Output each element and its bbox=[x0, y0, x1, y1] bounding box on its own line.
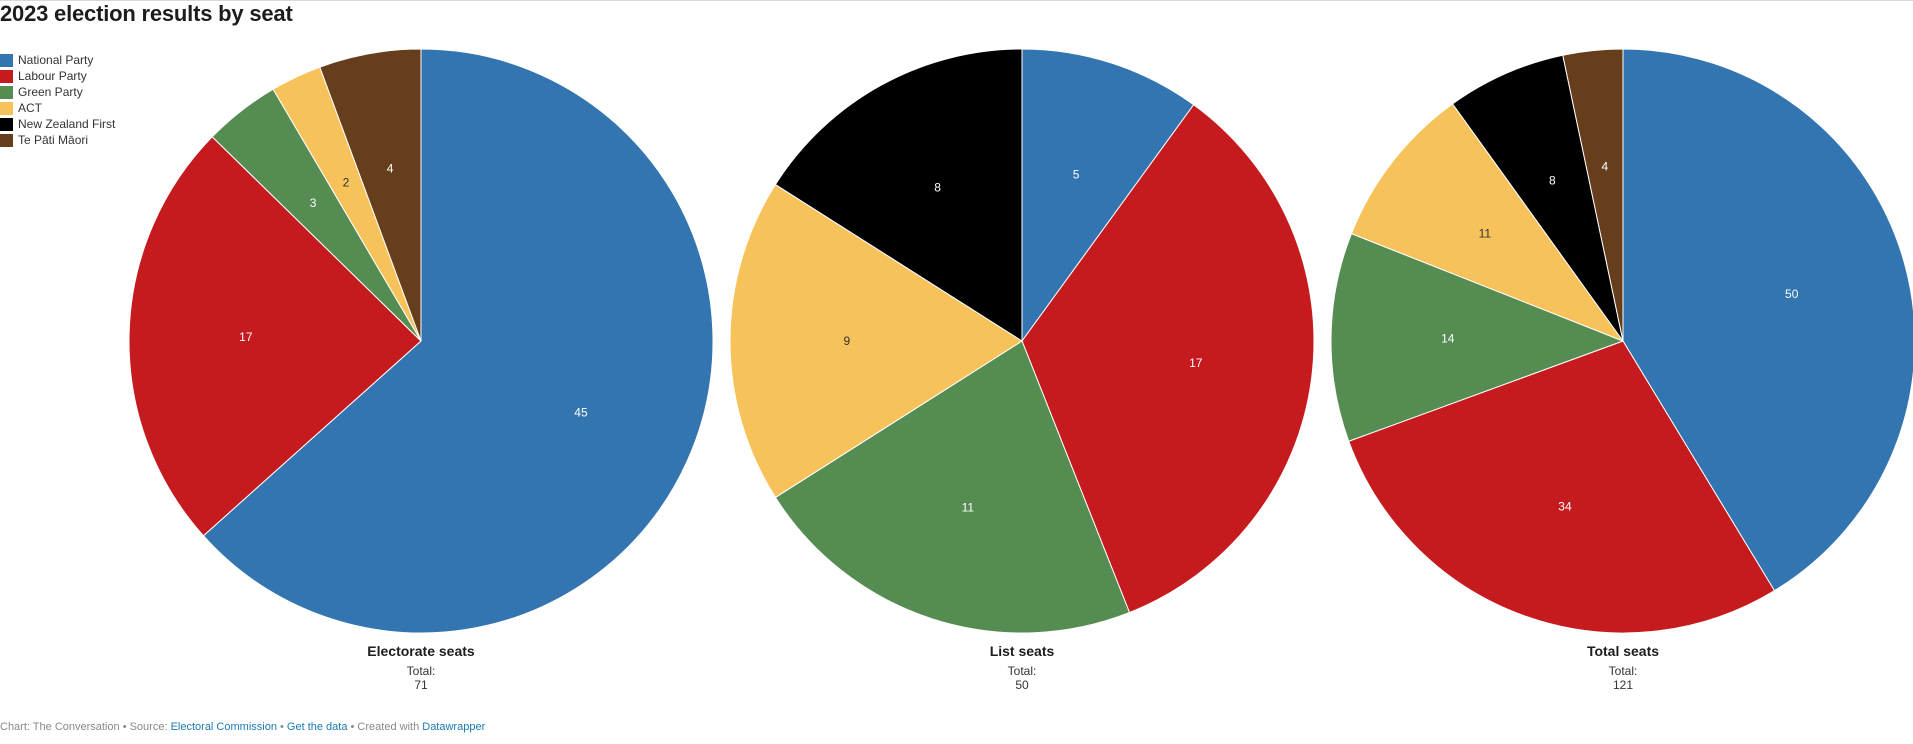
slice-total-seats-act[interactable] bbox=[1350, 103, 1625, 343]
slice-label-total-seats-act: 11 bbox=[1479, 226, 1492, 240]
slice-list-seats-new-zealand-first[interactable] bbox=[774, 48, 1023, 342]
slice-list-seats-act[interactable] bbox=[729, 183, 1023, 499]
legend-item-national: National Party bbox=[0, 52, 115, 68]
legend-label-labour: Labour Party bbox=[18, 69, 87, 83]
slice-electorate-seats-labour-party[interactable] bbox=[128, 136, 422, 537]
legend: National Party Labour Party Green Party … bbox=[0, 52, 115, 148]
slice-list-seats-green-party[interactable] bbox=[774, 340, 1131, 634]
legend-swatch-green bbox=[0, 85, 13, 99]
slice-total-seats-te-p-ti-m-ori[interactable] bbox=[1562, 48, 1624, 342]
legend-item-labour: Labour Party bbox=[0, 68, 115, 84]
pie-total-seats: 50 34 14 11 8 4 Total seats Total:121 bbox=[1330, 48, 1913, 692]
slice-label-electorate-seats-act: 2 bbox=[343, 176, 350, 190]
legend-label-maori: Te Pāti Māori bbox=[18, 133, 89, 147]
pie-total-value-list-seats: 50 bbox=[1015, 678, 1029, 692]
slice-list-seats-labour-party[interactable] bbox=[1021, 104, 1315, 614]
legend-swatch-maori bbox=[0, 133, 13, 147]
legend-item-nzfirst: New Zealand First bbox=[0, 116, 115, 132]
legend-label-nzfirst: New Zealand First bbox=[18, 117, 116, 131]
slice-total-seats-green-party[interactable] bbox=[1330, 233, 1625, 442]
pie-electorate-seats: 45 17 3 2 4 Electorate seats Total:71 bbox=[128, 48, 714, 692]
footer-sep-1: • bbox=[276, 721, 287, 733]
slice-label-total-seats-national-party: 50 bbox=[1785, 287, 1799, 301]
pie-total-value-total-seats: 121 bbox=[1613, 678, 1633, 692]
pie-title-total-seats: Total seats bbox=[1587, 643, 1659, 659]
get-data-link[interactable]: Get the data bbox=[286, 721, 348, 733]
slice-label-electorate-seats-te-p-ti-m-ori: 4 bbox=[387, 162, 394, 176]
slice-total-seats-new-zealand-first[interactable] bbox=[1451, 54, 1624, 342]
slice-label-total-seats-new-zealand-first: 8 bbox=[1549, 174, 1556, 188]
legend-label-green: Green Party bbox=[18, 85, 83, 99]
pie-title-electorate-seats: Electorate seats bbox=[367, 643, 475, 659]
legend-item-green: Green Party bbox=[0, 84, 115, 100]
footer: Chart: The Conversation • Source: Electo… bbox=[0, 721, 485, 733]
pie-total-label-electorate-seats: Total: bbox=[407, 664, 436, 678]
legend-swatch-labour bbox=[0, 69, 13, 83]
chart-title: 2023 election results by seat bbox=[0, 1, 293, 26]
legend-swatch-national bbox=[0, 53, 13, 67]
top-rule bbox=[0, 0, 1913, 1]
slice-label-electorate-seats-national-party: 45 bbox=[574, 405, 588, 419]
slice-total-seats-national-party[interactable] bbox=[1622, 48, 1913, 592]
slice-total-seats-labour-party[interactable] bbox=[1348, 340, 1776, 634]
slice-label-list-seats-labour-party: 17 bbox=[1189, 356, 1203, 370]
pie-list-seats: 5 17 11 9 8 List seats Total:50 bbox=[729, 48, 1315, 692]
pie-total-value-electorate-seats: 71 bbox=[414, 678, 428, 692]
legend-item-act: ACT bbox=[0, 100, 115, 116]
slice-label-list-seats-act: 9 bbox=[843, 334, 850, 348]
slice-electorate-seats-national-party[interactable] bbox=[202, 48, 714, 634]
slice-label-total-seats-te-p-ti-m-ori: 4 bbox=[1601, 160, 1608, 174]
pie-title-list-seats: List seats bbox=[990, 643, 1055, 659]
datawrapper-link[interactable]: Datawrapper bbox=[422, 721, 486, 733]
slice-label-list-seats-green-party: 11 bbox=[962, 501, 975, 515]
pie-total-label-total-seats: Total: bbox=[1609, 664, 1638, 678]
pie-total-label-list-seats: Total: bbox=[1008, 664, 1037, 678]
legend-label-act: ACT bbox=[18, 101, 42, 115]
footer-sep-2: • Created with bbox=[347, 721, 423, 733]
slice-label-electorate-seats-labour-party: 17 bbox=[239, 330, 253, 344]
legend-swatch-nzfirst bbox=[0, 117, 13, 131]
legend-item-maori: Te Pāti Māori bbox=[0, 132, 115, 148]
slice-label-list-seats-new-zealand-first: 8 bbox=[934, 180, 941, 194]
footer-prefix: Chart: The Conversation • Source: bbox=[0, 721, 171, 733]
slice-list-seats-national-party[interactable] bbox=[1021, 48, 1195, 343]
slice-label-total-seats-labour-party: 34 bbox=[1558, 499, 1572, 513]
slice-label-electorate-seats-green-party: 3 bbox=[310, 196, 317, 210]
slice-label-list-seats-national-party: 5 bbox=[1073, 167, 1080, 181]
legend-swatch-act bbox=[0, 101, 13, 115]
slice-electorate-seats-te-p-ti-m-ori[interactable] bbox=[319, 48, 422, 342]
source-link[interactable]: Electoral Commission bbox=[170, 721, 277, 733]
legend-label-national: National Party bbox=[18, 53, 94, 67]
slice-label-total-seats-green-party: 14 bbox=[1441, 332, 1455, 346]
